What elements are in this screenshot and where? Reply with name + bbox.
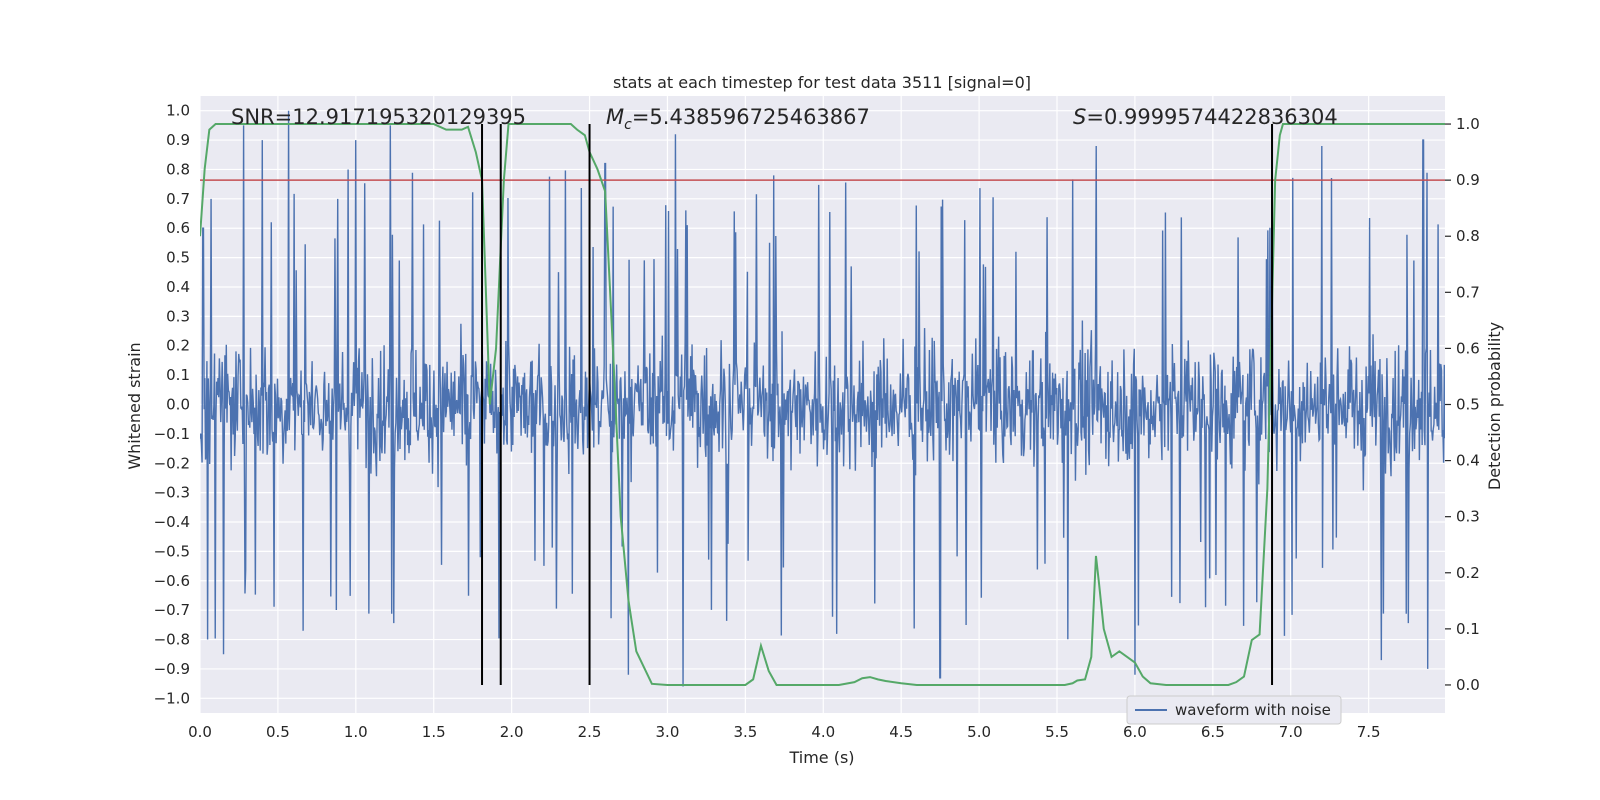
y-right-tick-label: 0.1 [1456,620,1480,638]
y-left-tick-label: −0.6 [154,572,190,590]
x-tick-label: 3.5 [733,723,757,741]
x-tick-label: 2.5 [578,723,602,741]
mc-value: =5.438596725463867 [632,105,870,129]
y-right-tick-label: 0.6 [1456,339,1480,357]
y-left-tick-label: −0.3 [154,484,190,502]
x-tick-label: 7.5 [1357,723,1381,741]
y-right-tick-label: 0.2 [1456,564,1480,582]
y-right-tick-label: 0.4 [1456,452,1480,470]
x-tick-label: 2.0 [500,723,524,741]
y-left-tick-label: 0.8 [166,160,190,178]
y-right-tick-label: 0.7 [1456,283,1480,301]
y-left-tick-label: 0.9 [166,131,190,149]
y-left-tick-label: 0.6 [166,219,190,237]
y-left-tick-label: −0.2 [154,454,190,472]
y-left-tick-label: −0.5 [154,542,190,560]
x-tick-label: 4.0 [811,723,835,741]
y-axis-left: 1.0 0.9 0.8 0.7 0.6 0.5 0.4 0.3 0.2 0.1 0.0 −0.1 −0.… [154,102,190,708]
x-tick-label: 3.0 [656,723,680,741]
x-tick-label: 6.5 [1201,723,1225,741]
x-tick-label: 6.0 [1123,723,1147,741]
y-right-tick-label: 0.5 [1456,396,1480,414]
y-axis-left-title: Whitened strain [125,342,144,469]
x-tick-label: 0.0 [188,723,212,741]
mc-subscript: c [624,117,632,133]
legend-label-waveform: waveform with noise [1175,701,1331,719]
s-value: =0.9999574422836304 [1086,105,1337,129]
y-axis-right-title: Detection probability [1485,322,1504,490]
x-tick-label: 1.5 [422,723,446,741]
chart-title: stats at each timestep for test data 351… [613,73,1031,92]
y-right-tick-label: 0.9 [1456,171,1480,189]
waveform-line [200,110,1445,687]
y-left-tick-label: 0.2 [166,337,190,355]
s-symbol: S [1073,105,1086,129]
y-left-tick-label: −0.8 [154,631,190,649]
x-tick-label: 1.0 [344,723,368,741]
y-left-tick-label: 0.5 [166,249,190,267]
y-left-tick-label: −1.0 [154,689,190,707]
y-left-tick-label: −0.4 [154,513,190,531]
legend-box [1126,695,1342,725]
legend: waveform with noise [1126,695,1342,725]
y-left-tick-label: 0.0 [166,396,190,414]
y-right-tick-label: 0.8 [1456,227,1480,245]
y-axis-right: 1.0 0.9 0.8 0.7 0.6 0.5 0.4 0.3 0.2 0.1 0.0 [1445,115,1480,694]
y-left-tick-label: 0.3 [166,307,190,325]
y-left-tick-label: 0.1 [166,366,190,384]
y-right-tick-label: 1.0 [1456,115,1480,133]
vertical-markers [481,124,1274,685]
y-left-tick-label: −0.9 [154,660,190,678]
x-axis-title: Time (s) [788,748,854,767]
y-left-tick-label: −0.1 [154,425,190,443]
x-tick-label: 5.5 [1045,723,1069,741]
s-annotation: S=0.9999574422836304 [1073,105,1338,129]
waveform-series [200,110,1445,687]
y-left-tick-label: 1.0 [166,102,190,120]
probability-series [200,123,1445,686]
probability-line [200,123,1445,686]
chirp-mass-annotation: Mc=5.438596725463867 [606,105,870,133]
y-left-tick-label: 0.7 [166,190,190,208]
y-left-tick-label: −0.7 [154,601,190,619]
y-left-tick-label: 0.4 [166,278,190,296]
y-right-tick-label: 0.3 [1456,508,1480,526]
x-tick-label: 5.0 [967,723,991,741]
x-tick-label: 7.0 [1279,723,1303,741]
x-tick-label: 4.5 [889,723,913,741]
y-right-tick-label: 0.0 [1456,676,1480,694]
x-axis: 0.0 0.5 1.0 1.5 2.0 2.5 3.0 3.5 4.0 4.5 5.0 5.5 6.0 6… [188,723,1381,741]
mc-symbol: M [606,105,624,129]
x-tick-label: 0.5 [266,723,290,741]
snr-annotation: SNR=12.917195320129395 [231,105,526,129]
